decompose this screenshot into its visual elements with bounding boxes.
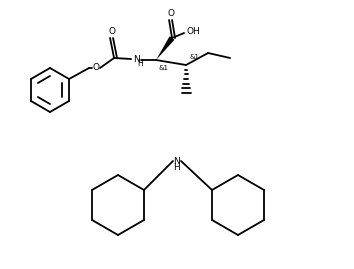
Text: H: H [173,164,181,172]
Text: OH: OH [186,27,200,37]
Text: O: O [108,27,115,36]
Text: O: O [167,9,174,19]
Text: N: N [133,55,139,65]
Text: &1: &1 [189,54,199,60]
Polygon shape [156,36,175,60]
Text: O: O [92,63,99,73]
Text: N: N [173,157,181,165]
Text: &1: &1 [158,65,168,71]
Text: H: H [137,59,143,69]
